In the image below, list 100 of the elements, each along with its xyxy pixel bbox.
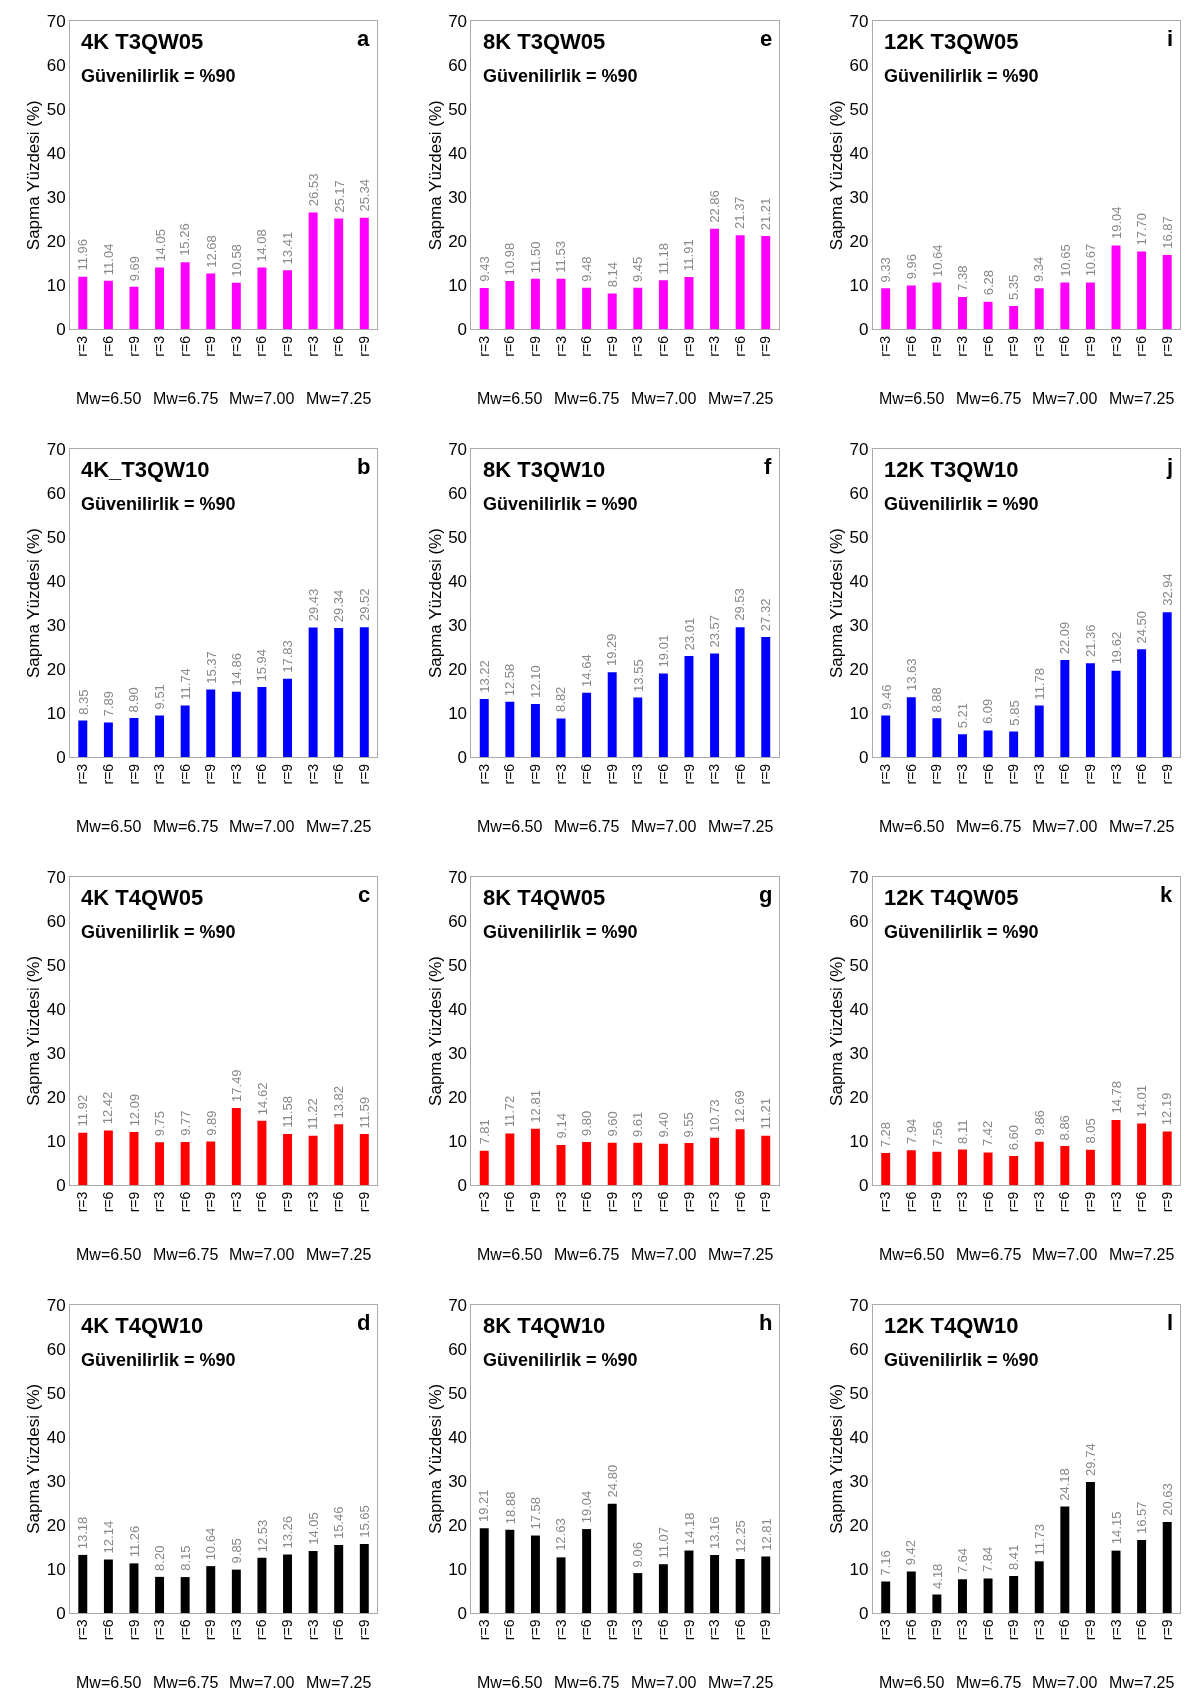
data-label: 19.04 (1108, 206, 1124, 240)
bar (1034, 1141, 1044, 1186)
y-tick-label: 0 (56, 1603, 66, 1623)
bar (957, 734, 967, 758)
data-label: 8.15 (177, 1545, 193, 1571)
data-label: 24.18 (1056, 1468, 1072, 1501)
annotation: i (1167, 26, 1174, 51)
data-label: 6.09 (980, 698, 996, 725)
bar (103, 280, 113, 330)
data-label: 9.51 (151, 684, 167, 710)
annotation: k (1160, 882, 1173, 907)
x-tick-label: r=3 (304, 763, 321, 785)
x-tick-label: r=9 (757, 335, 774, 357)
bar (633, 1573, 643, 1613)
bar (1162, 1522, 1172, 1613)
text: Mw=6.75 (956, 818, 1022, 835)
bar (1009, 731, 1019, 758)
x-tick-label: r=6 (253, 763, 270, 785)
bar (505, 701, 515, 758)
data-label: 9.75 (151, 1110, 167, 1137)
bar (658, 280, 668, 330)
data-label: 8.88 (929, 687, 945, 713)
bar (1111, 670, 1121, 758)
y-tick-label: 30 (46, 188, 66, 208)
bar (479, 1528, 489, 1613)
data-label: 7.94 (903, 1118, 919, 1144)
bar (735, 235, 745, 330)
data-label: 13.55 (630, 659, 646, 692)
text: Güvenilirlik = %90 (483, 494, 638, 514)
x-tick-label: r=3 (706, 335, 723, 357)
y-tick-label: 0 (56, 320, 66, 340)
x-tick-label: r=3 (954, 1619, 971, 1641)
bar (983, 1578, 993, 1613)
y-axis-title: Sapma Yüzdesi (%) (827, 528, 847, 679)
y-axis-title: Sapma Yüzdesi (%) (827, 1383, 847, 1534)
y-tick-label: 10 (46, 1132, 66, 1152)
y-tick-label: 0 (56, 1176, 66, 1196)
text: Mw=6.50 (477, 390, 543, 407)
data-label: 29.34 (331, 589, 347, 623)
y-tick-label: 10 (46, 704, 66, 724)
text: Güvenilirlik = %90 (483, 1350, 638, 1370)
data-label: 8.90 (126, 687, 142, 713)
annotation: a (357, 26, 370, 51)
x-tick-label: r=6 (979, 335, 996, 357)
bar (932, 1594, 942, 1613)
text: Mw=7.25 (1109, 390, 1175, 407)
y-tick-label: 60 (46, 911, 66, 931)
data-label: 9.46 (878, 684, 894, 710)
x-tick-label: r=6 (902, 1191, 919, 1213)
bar (710, 228, 720, 330)
data-label: 12.81 (528, 1090, 544, 1123)
x-tick-label: r=3 (475, 763, 492, 785)
bar (206, 1141, 216, 1186)
x-tick-label: r=9 (526, 335, 543, 357)
bar (1085, 282, 1095, 330)
data-label: 23.01 (681, 617, 697, 651)
x-tick-label: r=6 (330, 335, 347, 357)
x-tick-label: r=6 (501, 335, 518, 357)
data-label: 10.65 (1057, 244, 1073, 277)
bar (206, 689, 216, 758)
x-tick-label: r=3 (227, 1191, 244, 1213)
data-label: 12.25 (732, 1520, 748, 1553)
bar (1085, 1149, 1095, 1186)
bar (283, 270, 293, 330)
text: Güvenilirlik = %90 (483, 66, 638, 86)
data-label: 12.68 (203, 235, 219, 268)
y-tick-label: 40 (46, 144, 66, 164)
text: Mw=6.75 (554, 1674, 620, 1691)
x-tick-label: r=3 (1107, 763, 1124, 785)
y-tick-label: 20 (46, 232, 66, 252)
data-label: 29.43 (306, 588, 321, 622)
y-tick-label: 70 (46, 1295, 66, 1315)
text: Mw=7.25 (306, 390, 372, 407)
x-tick-label: r=6 (253, 1619, 270, 1641)
x-tick-label: r=6 (1056, 1191, 1073, 1213)
data-label: 19.62 (1108, 631, 1124, 665)
x-tick-label: r=9 (1158, 335, 1175, 357)
bar (359, 1544, 369, 1613)
bar (1009, 1575, 1019, 1613)
data-label: 10.67 (1082, 243, 1098, 277)
bar (308, 627, 318, 758)
bar (881, 715, 891, 758)
x-tick-label: r=9 (355, 1191, 372, 1213)
text: Mw=6.50 (477, 1246, 543, 1263)
text: Mw=7.00 (631, 1674, 697, 1691)
x-tick-label: r=6 (501, 1191, 518, 1213)
data-label: 8.05 (1083, 1118, 1099, 1144)
chart-title: 4K T4QW05 (81, 885, 204, 910)
bar (906, 697, 916, 758)
bar (334, 218, 344, 330)
bar (180, 262, 190, 330)
x-tick-label: r=9 (279, 1191, 296, 1213)
x-tick-label: r=6 (176, 763, 193, 785)
x-tick-label: r=3 (706, 1619, 723, 1641)
bar (582, 692, 592, 758)
bar (1060, 659, 1070, 758)
bar (155, 267, 165, 330)
x-tick-label: r=9 (125, 1619, 142, 1641)
data-label: 11.53 (553, 241, 569, 273)
y-tick-label: 10 (448, 1132, 468, 1152)
